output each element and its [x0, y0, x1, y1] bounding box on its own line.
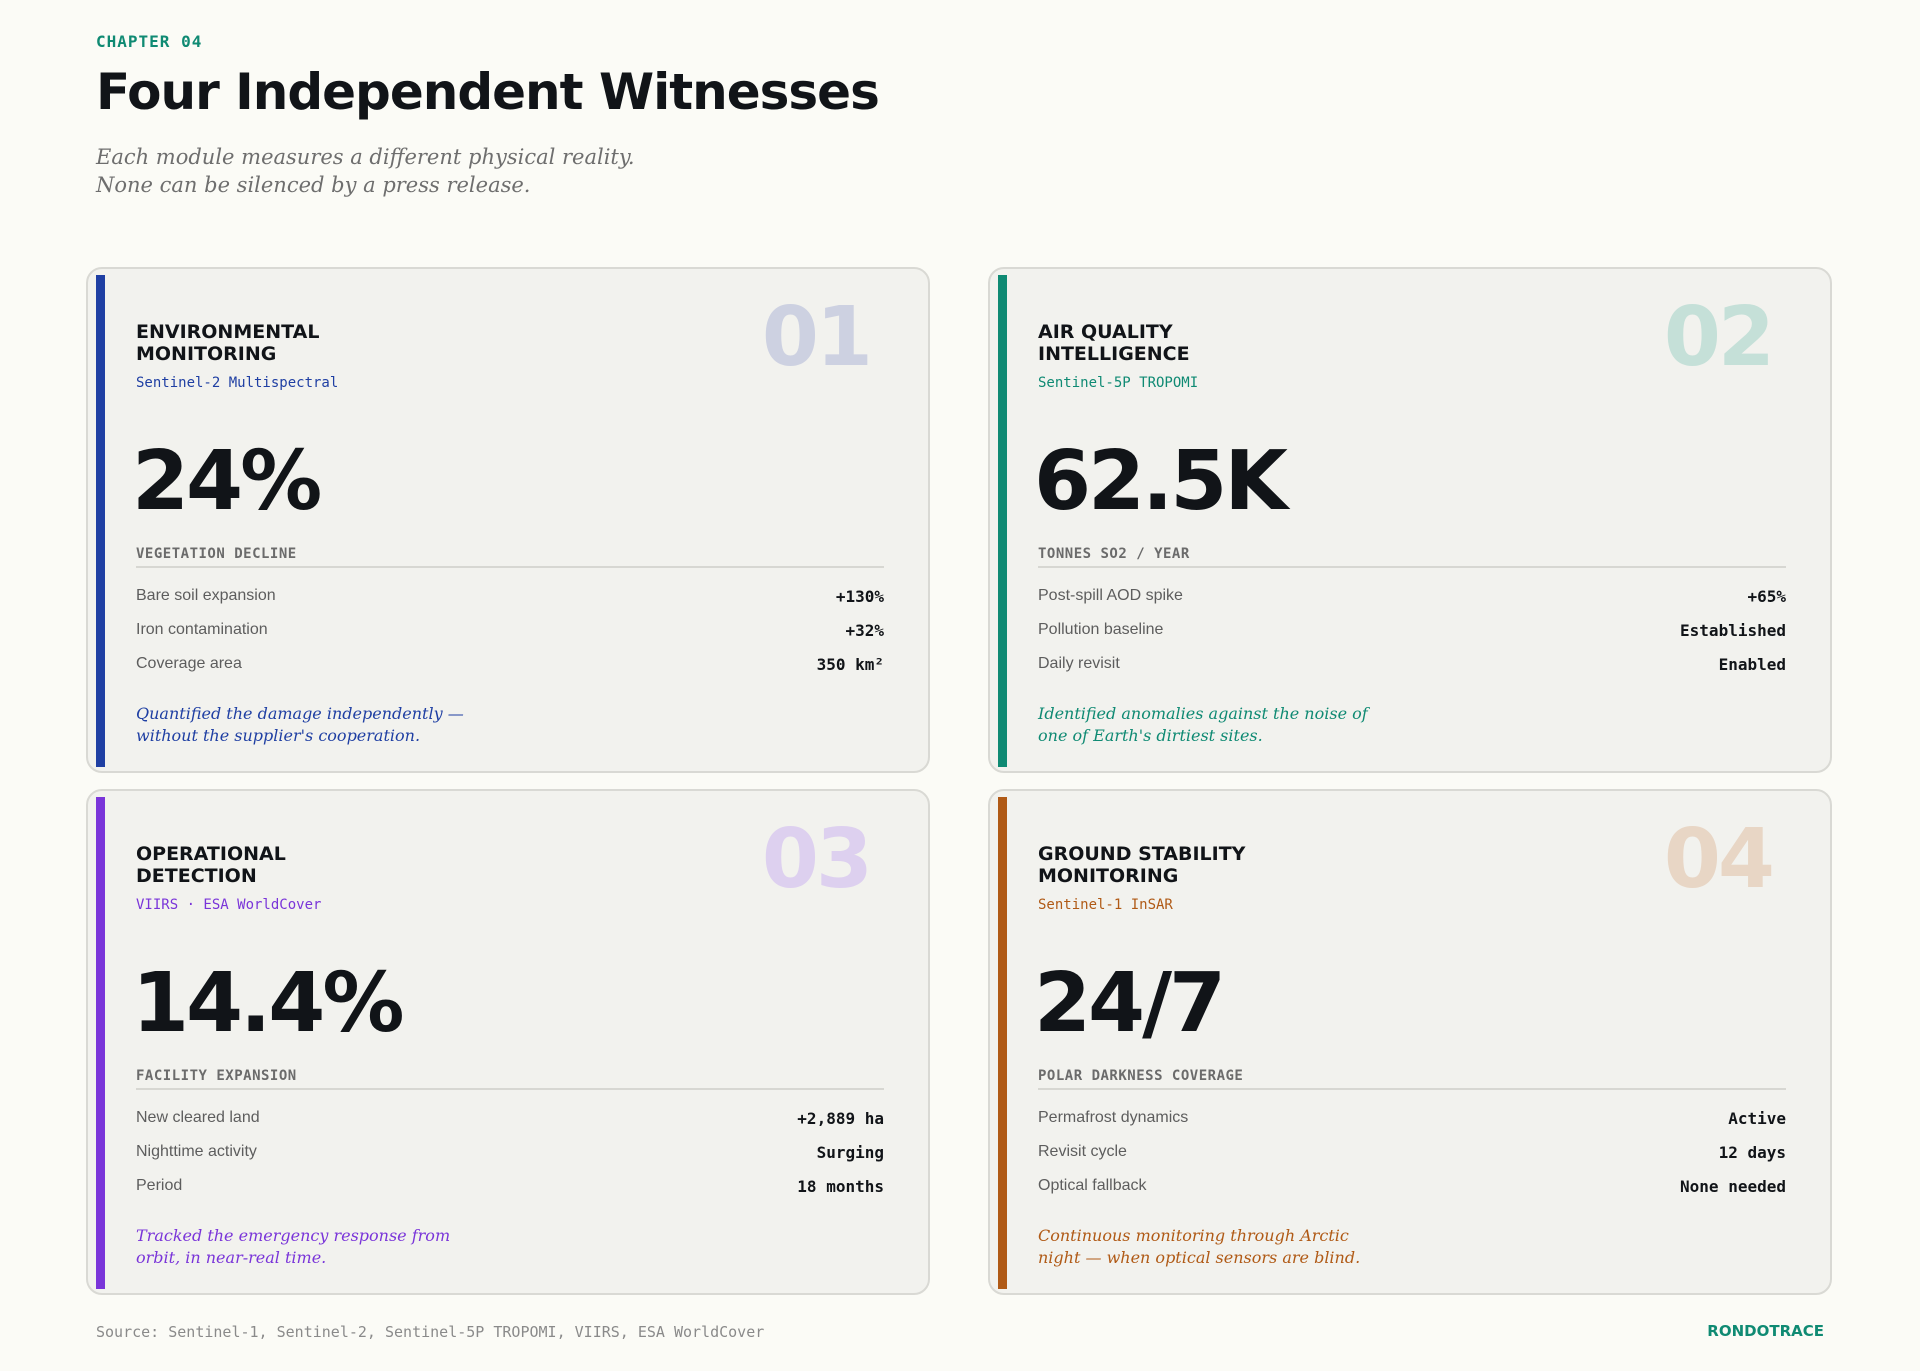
metric-label: FACILITY EXPANSION — [136, 1068, 884, 1090]
accent-bar — [998, 797, 1007, 1289]
stat-label: Iron contamination — [136, 621, 268, 638]
module-card-operational: OPERATIONAL DETECTION VIIRS · ESA WorldC… — [86, 789, 930, 1295]
stat-value: +32% — [845, 620, 884, 640]
note-line: Identified anomalies against the noise o… — [1038, 704, 1368, 723]
subtitle-line: None can be silenced by a press release. — [96, 173, 531, 197]
note-line: orbit, in near-real time. — [136, 1248, 327, 1267]
stat-row: Nighttime activity Surging — [136, 1135, 884, 1169]
module-title: AIR QUALITY INTELLIGENCE — [1038, 321, 1458, 365]
stat-row: Period 18 months — [136, 1169, 884, 1203]
brand-logo: RONDOTRACE — [1707, 1322, 1824, 1340]
stat-row: Iron contamination +32% — [136, 613, 884, 647]
stats-list: Post-spill AOD spike +65% Pollution base… — [1038, 579, 1786, 681]
module-title: OPERATIONAL DETECTION — [136, 843, 556, 887]
stat-row: Bare soil expansion +130% — [136, 579, 884, 613]
module-title-line: INTELLIGENCE — [1038, 343, 1190, 365]
stat-label: Optical fallback — [1038, 1177, 1147, 1194]
stat-row: Post-spill AOD spike +65% — [1038, 579, 1786, 613]
stat-label: New cleared land — [136, 1109, 260, 1126]
module-title: ENVIRONMENTAL MONITORING — [136, 321, 556, 365]
stat-label: Post-spill AOD spike — [1038, 587, 1183, 604]
subtitle-line: Each module measures a different physica… — [96, 145, 635, 169]
note-line: one of Earth's dirtiest sites. — [1038, 726, 1263, 745]
stat-row: Permafrost dynamics Active — [1038, 1101, 1786, 1135]
module-title-line: GROUND STABILITY — [1038, 843, 1246, 865]
module-title-line: MONITORING — [1038, 865, 1179, 887]
stat-row: Coverage area 350 km² — [136, 647, 884, 681]
stat-value: Enabled — [1718, 654, 1786, 674]
note-line: Quantified the damage independently — — [136, 704, 464, 723]
primary-metric: 62.5K — [1034, 434, 1288, 529]
module-number: 04 — [1663, 812, 1775, 907]
stat-value: None needed — [1680, 1176, 1786, 1196]
stat-row: Pollution baseline Established — [1038, 613, 1786, 647]
stats-list: New cleared land +2,889 ha Nighttime act… — [136, 1101, 884, 1203]
accent-bar — [96, 275, 105, 767]
note-line: night — when optical sensors are blind. — [1038, 1248, 1361, 1267]
module-note: Quantified the damage independently — wi… — [136, 703, 464, 747]
metric-label: TONNES SO2 / YEAR — [1038, 546, 1786, 568]
module-title: GROUND STABILITY MONITORING — [1038, 843, 1458, 887]
primary-metric: 24% — [132, 434, 322, 529]
stat-value: +65% — [1747, 586, 1786, 606]
chapter-label: CHAPTER 04 — [96, 32, 203, 51]
stat-label: Revisit cycle — [1038, 1143, 1127, 1160]
stat-label: Pollution baseline — [1038, 621, 1164, 638]
stat-label: Nighttime activity — [136, 1143, 257, 1160]
module-number: 01 — [761, 290, 873, 385]
module-title-line: ENVIRONMENTAL — [136, 321, 320, 343]
footer-source: Source: Sentinel-1, Sentinel-2, Sentinel… — [96, 1323, 765, 1341]
module-number: 03 — [761, 812, 873, 907]
stat-label: Bare soil expansion — [136, 587, 276, 604]
module-note: Identified anomalies against the noise o… — [1038, 703, 1368, 747]
primary-metric: 14.4% — [132, 956, 404, 1051]
metric-label: POLAR DARKNESS COVERAGE — [1038, 1068, 1786, 1090]
accent-bar — [96, 797, 105, 1289]
note-line: Tracked the emergency response from — [136, 1226, 451, 1245]
stats-list: Bare soil expansion +130% Iron contamina… — [136, 579, 884, 681]
stat-value: 18 months — [797, 1176, 884, 1196]
module-source: Sentinel-5P TROPOMI — [1038, 375, 1199, 391]
module-note: Tracked the emergency response from orbi… — [136, 1225, 450, 1269]
module-card-environmental: ENVIRONMENTAL MONITORING Sentinel-2 Mult… — [86, 267, 930, 773]
stat-row: Revisit cycle 12 days — [1038, 1135, 1786, 1169]
stat-row: Optical fallback None needed — [1038, 1169, 1786, 1203]
stat-label: Period — [136, 1177, 183, 1194]
stat-label: Daily revisit — [1038, 655, 1120, 672]
stat-row: Daily revisit Enabled — [1038, 647, 1786, 681]
stats-list: Permafrost dynamics Active Revisit cycle… — [1038, 1101, 1786, 1203]
note-line: Continuous monitoring through Arctic — [1038, 1226, 1349, 1245]
stat-value: +2,889 ha — [797, 1108, 884, 1128]
page-title: Four Independent Witnesses — [96, 63, 880, 121]
stat-value: +130% — [835, 586, 884, 606]
stat-label: Coverage area — [136, 655, 242, 672]
note-line: without the supplier's cooperation. — [136, 726, 421, 745]
module-title-line: DETECTION — [136, 865, 257, 887]
primary-metric: 24/7 — [1034, 956, 1226, 1051]
accent-bar — [998, 275, 1007, 767]
module-title-line: AIR QUALITY — [1038, 321, 1173, 343]
stat-label: Permafrost dynamics — [1038, 1109, 1189, 1126]
module-source: Sentinel-2 Multispectral — [136, 375, 339, 391]
page-subtitle: Each module measures a different physica… — [96, 143, 1296, 199]
stat-value: 12 days — [1718, 1142, 1786, 1162]
module-card-air-quality: AIR QUALITY INTELLIGENCE Sentinel-5P TRO… — [988, 267, 1832, 773]
stat-row: New cleared land +2,889 ha — [136, 1101, 884, 1135]
stat-value: Surging — [816, 1142, 884, 1162]
page-header: CHAPTER 04 Four Independent Witnesses Ea… — [96, 32, 1296, 199]
stat-value: 350 km² — [816, 654, 884, 674]
stat-value: Active — [1728, 1108, 1786, 1128]
module-title-line: OPERATIONAL — [136, 843, 286, 865]
module-source: VIIRS · ESA WorldCover — [136, 897, 322, 913]
module-title-line: MONITORING — [136, 343, 277, 365]
module-note: Continuous monitoring through Arctic nig… — [1038, 1225, 1360, 1269]
module-number: 02 — [1663, 290, 1775, 385]
module-source: Sentinel-1 InSAR — [1038, 897, 1173, 913]
stat-value: Established — [1680, 620, 1786, 640]
module-card-ground-stability: GROUND STABILITY MONITORING Sentinel-1 I… — [988, 789, 1832, 1295]
metric-label: VEGETATION DECLINE — [136, 546, 884, 568]
